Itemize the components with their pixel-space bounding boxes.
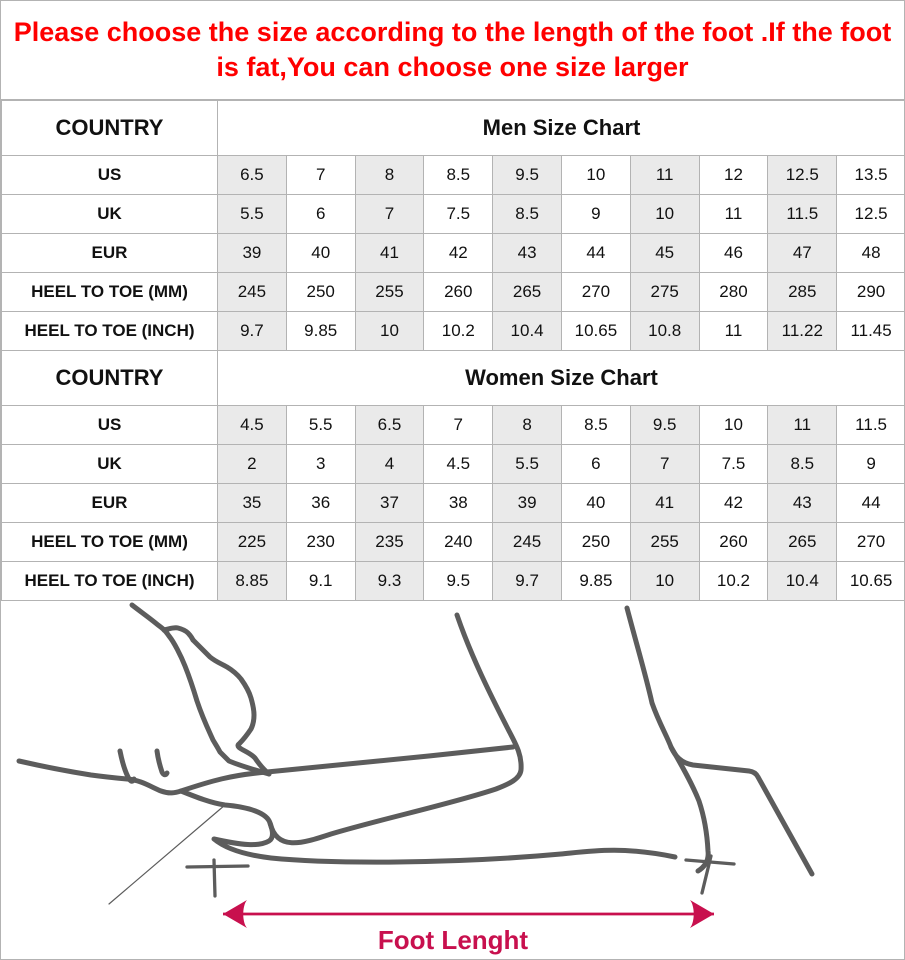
svg-text:Foot Lenght: Foot Lenght: [378, 925, 529, 955]
